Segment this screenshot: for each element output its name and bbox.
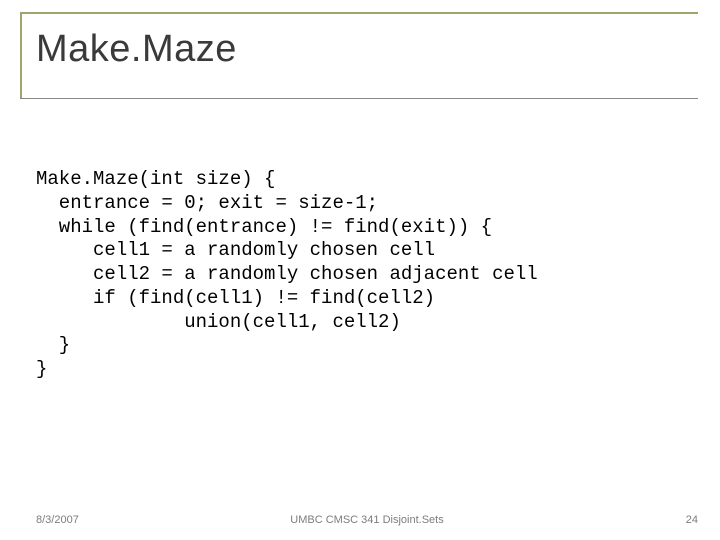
code-line: cell2 = a randomly chosen adjacent cell [36,263,538,285]
code-line: entrance = 0; exit = size-1; [36,192,378,214]
code-line: if (find(cell1) != find(cell2) [36,287,435,309]
code-block: Make.Maze(int size) { entrance = 0; exit… [36,168,690,382]
footer-page-number: 24 [686,514,698,526]
code-line: union(cell1, cell2) [36,311,401,333]
code-line: Make.Maze(int size) { [36,168,275,190]
accent-line-left [20,14,22,98]
code-line: } [36,334,70,356]
code-line: while (find(entrance) != find(exit)) { [36,216,492,238]
accent-line-top [20,12,698,14]
slide-title: Make.Maze [36,28,237,71]
slide: Make.Maze Make.Maze(int size) { entrance… [0,0,720,540]
footer-center: UMBC CMSC 341 Disjoint.Sets [36,514,698,526]
divider-line [20,98,698,99]
code-line: } [36,358,47,380]
code-line: cell1 = a randomly chosen cell [36,239,435,261]
